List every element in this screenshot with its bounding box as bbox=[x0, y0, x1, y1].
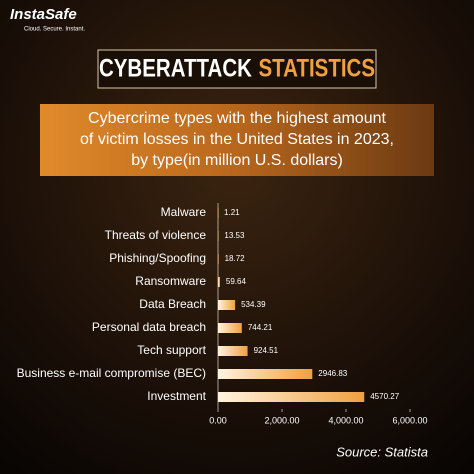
value-label: 13.53 bbox=[224, 231, 245, 240]
x-tick-label: 0.00 bbox=[209, 415, 227, 425]
y-tick-label: Ransomware bbox=[135, 274, 206, 288]
title-highlight: STATISTICS bbox=[258, 54, 375, 82]
bar bbox=[218, 231, 219, 241]
bar bbox=[218, 208, 219, 218]
value-label: 59.64 bbox=[226, 277, 247, 286]
value-label: 18.72 bbox=[225, 254, 246, 263]
bar bbox=[218, 369, 313, 379]
bar bbox=[218, 254, 219, 264]
y-tick-label: Tech support bbox=[137, 343, 206, 357]
subtitle-line: Cybercrime types with the highest amount bbox=[88, 110, 386, 127]
y-tick-label: Data Breach bbox=[139, 297, 206, 311]
y-tick-label: Business e-mail compromise (BEC) bbox=[17, 366, 206, 380]
y-tick-label: Malware bbox=[161, 205, 207, 219]
brand: InstaSafe bbox=[10, 6, 77, 23]
title-main: CYBERATTACK bbox=[99, 54, 252, 82]
y-tick-label: Investment bbox=[147, 389, 206, 403]
value-label: 744.21 bbox=[248, 323, 273, 332]
y-tick-label: Phishing/Spoofing bbox=[109, 251, 206, 265]
x-tick-label: 4,000.00 bbox=[328, 415, 363, 425]
subtitle-box bbox=[40, 104, 434, 176]
x-tick-label: 6,000.00 bbox=[392, 415, 427, 425]
bar bbox=[218, 392, 365, 402]
source: Source: Statista bbox=[336, 444, 428, 459]
bar bbox=[218, 300, 236, 310]
value-label: 4570.27 bbox=[370, 392, 399, 401]
subtitle-line: by type(in million U.S. dollars) bbox=[131, 152, 343, 169]
value-label: 2946.83 bbox=[318, 369, 347, 378]
bar bbox=[218, 277, 220, 287]
title-banner bbox=[97, 49, 377, 89]
y-tick-label: Personal data breach bbox=[92, 320, 206, 334]
bar bbox=[218, 323, 242, 333]
title: CYBERATTACK STATISTICS bbox=[99, 54, 375, 82]
value-label: 1.21 bbox=[224, 208, 240, 217]
tagline: Cloud. Secure. Instant. bbox=[24, 27, 85, 33]
y-tick-label: Threats of violence bbox=[105, 228, 207, 242]
value-label: 924.51 bbox=[254, 346, 279, 355]
subtitle-line: of victim losses in the United States in… bbox=[80, 131, 394, 148]
subtitle: Cybercrime types with the highest amount… bbox=[80, 110, 394, 169]
value-label: 534.39 bbox=[241, 300, 266, 309]
x-tick-label: 2,000.00 bbox=[264, 415, 299, 425]
bar bbox=[218, 346, 248, 356]
